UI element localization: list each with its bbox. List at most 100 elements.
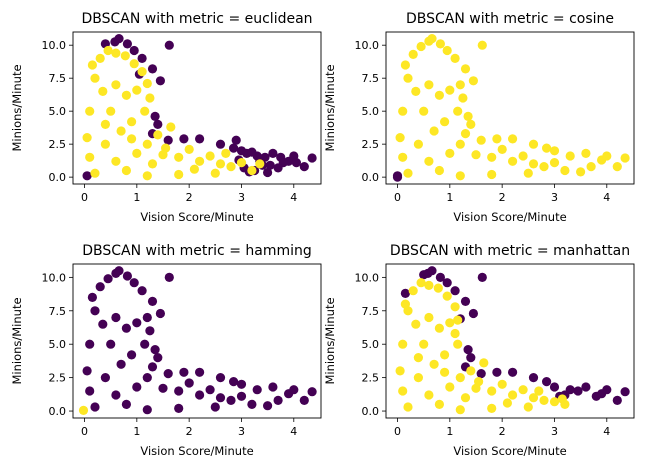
point-series-1-26 xyxy=(289,385,299,395)
point-series-2-28 xyxy=(620,153,630,163)
point-series-2-46 xyxy=(166,122,176,132)
point-series-2-56 xyxy=(549,158,560,168)
y-tick-label: 7.5 xyxy=(362,72,380,85)
point-series-2-34 xyxy=(247,165,257,176)
point-series-2-26 xyxy=(602,151,612,161)
point-series-2-45 xyxy=(479,358,489,368)
point-series-2-10 xyxy=(453,339,463,349)
point-series-2-45 xyxy=(255,159,265,169)
point-series-2-16 xyxy=(460,129,471,139)
point-series-2-18 xyxy=(85,152,95,162)
point-series-2-29 xyxy=(195,156,205,166)
point-series-2-59 xyxy=(487,169,497,180)
point-series-2-13 xyxy=(419,339,429,349)
point-series-1-48 xyxy=(116,359,126,369)
axes-frame xyxy=(72,31,322,185)
point-series-2-23 xyxy=(565,151,575,161)
point-series-2-5 xyxy=(433,283,443,293)
point-series-2-17 xyxy=(476,135,486,145)
point-series-2-3 xyxy=(416,278,426,288)
y-axis-label: Minions/Minute xyxy=(10,297,24,384)
point-series-2-40 xyxy=(413,139,423,149)
scatter-points xyxy=(82,34,317,181)
point-series-2-11 xyxy=(440,350,450,360)
subplot-4: 0 1 2 3 4 0.0 2.5 5.0 7.5 10.0 DBSCAN with metric … xyxy=(323,243,635,458)
point-series-2-2 xyxy=(408,286,418,296)
point-series-2-38 xyxy=(424,312,434,323)
point-series-2-19 xyxy=(507,134,518,144)
x-tick-label: 0 xyxy=(81,425,88,438)
point-series-2-20 xyxy=(528,139,539,149)
point-series-1-5 xyxy=(122,39,132,49)
point-series-1-31 xyxy=(307,153,317,163)
point-series-2-1 xyxy=(400,60,410,70)
point-series-2-42 xyxy=(460,393,471,403)
point-series-1-25 xyxy=(612,395,622,405)
x-tick-label: 3 xyxy=(238,191,245,204)
point-series-2-3 xyxy=(416,41,426,52)
x-tick-label: 3 xyxy=(551,191,558,204)
x-tick-label: 2 xyxy=(499,191,506,204)
point-series-1-9 xyxy=(155,76,165,86)
y-axis-label: Minions/Minute xyxy=(323,64,337,151)
chart-title: DBSCAN with metric = hamming xyxy=(82,243,312,259)
chart-title: DBSCAN with metric = euclidean xyxy=(81,11,312,27)
x-tick-label: 2 xyxy=(186,191,193,204)
point-series-2-44 xyxy=(221,148,231,158)
point-series-1-8 xyxy=(137,286,147,296)
point-series-2-28 xyxy=(184,144,194,154)
point-series-2-19 xyxy=(90,168,100,178)
point-series-1-40 xyxy=(100,373,110,383)
point-series-1-37 xyxy=(132,382,142,392)
point-series-2-45 xyxy=(403,73,413,83)
point-series-1-32 xyxy=(205,385,215,395)
point-series-2-23 xyxy=(132,148,142,158)
point-series-2-27 xyxy=(612,162,622,172)
point-series-2-6 xyxy=(129,59,139,69)
point-series-1-1 xyxy=(400,288,410,298)
point-series-2-30 xyxy=(205,151,215,161)
point-series-2-41 xyxy=(413,353,423,363)
point-series-2-12 xyxy=(455,80,465,90)
point-series-2-7 xyxy=(450,302,460,312)
point-series-2-29 xyxy=(507,390,518,400)
scatter-points xyxy=(395,266,630,415)
y-tick-label: 0.0 xyxy=(362,171,380,184)
x-tick-label: 1 xyxy=(133,425,140,438)
point-series-1-41 xyxy=(90,402,100,412)
point-series-1-26 xyxy=(620,387,630,397)
point-series-2-39 xyxy=(121,90,131,100)
y-axis-label: Minions/Minute xyxy=(323,297,337,384)
point-series-1-37 xyxy=(231,135,241,145)
y-tick-label: 10.0 xyxy=(42,271,67,284)
point-series-2-5 xyxy=(427,34,437,44)
point-series-1-30 xyxy=(247,399,257,409)
x-tick-label: 4 xyxy=(290,425,297,438)
point-series-2-15 xyxy=(90,73,100,83)
point-series-1-15 xyxy=(476,369,486,379)
y-tick-label: 5.0 xyxy=(362,338,380,351)
point-series-1-3 xyxy=(103,274,113,284)
point-series-2-60 xyxy=(523,168,533,178)
point-series-2-15 xyxy=(403,306,413,316)
point-series-1-39 xyxy=(111,390,121,400)
subplot-2: 0 1 2 3 4 0.0 2.5 5.0 7.5 10.0 DBSCAN with metric … xyxy=(323,11,635,224)
point-series-2-38 xyxy=(111,80,121,90)
point-series-1-43 xyxy=(82,366,92,376)
point-series-2-1 xyxy=(78,405,89,415)
point-series-2-18 xyxy=(398,386,408,396)
point-series-1-18 xyxy=(215,139,226,149)
point-series-2-11 xyxy=(477,40,487,50)
point-series-2-35 xyxy=(210,168,220,178)
x-tick-label: 3 xyxy=(551,425,558,438)
point-series-1-34 xyxy=(263,167,273,178)
point-series-2-36 xyxy=(487,403,497,413)
point-series-2-28 xyxy=(497,379,507,389)
point-series-1-1 xyxy=(87,292,97,302)
point-series-1-19 xyxy=(542,377,552,387)
point-series-2-6 xyxy=(435,39,445,49)
point-series-2-13 xyxy=(458,93,468,103)
point-series-1-14 xyxy=(150,345,160,355)
point-series-1-21 xyxy=(229,377,239,387)
